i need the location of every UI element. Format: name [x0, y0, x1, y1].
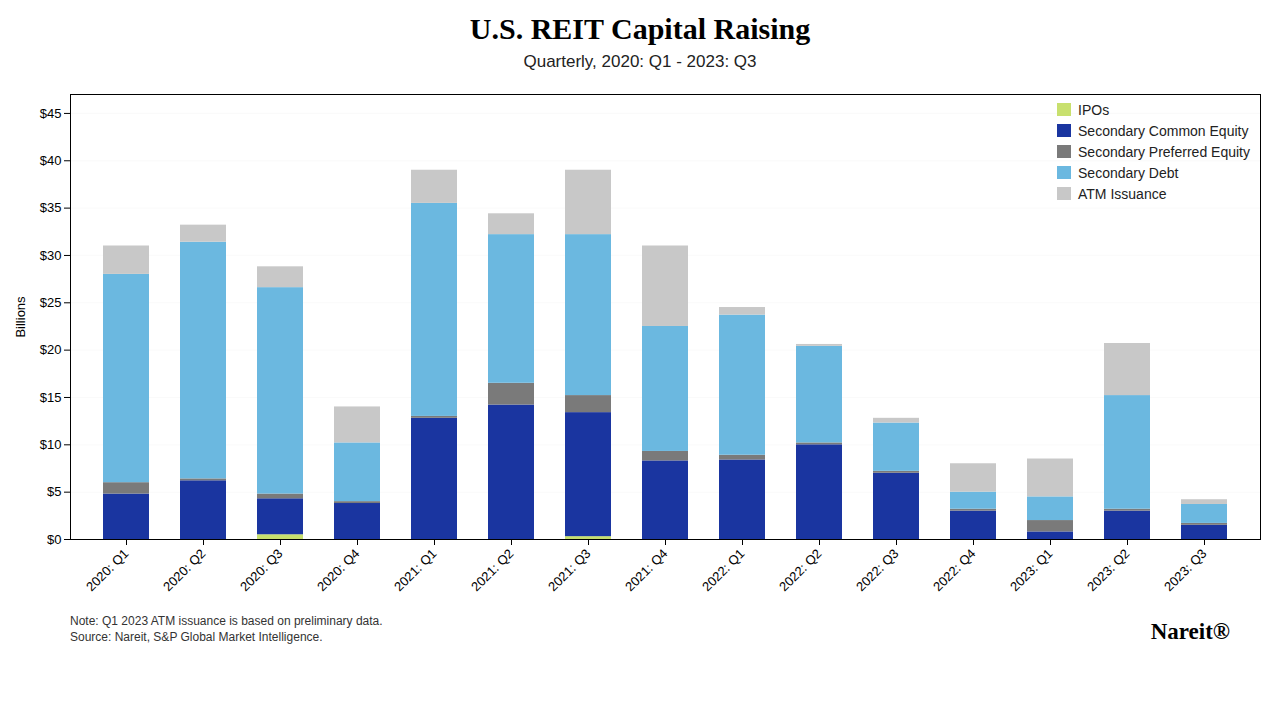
- html-text:Note: Q1 2023 ATM issuance is: Note: Q1 2023 ATM issuance is based on p…: [70, 613, 383, 645]
- svg-text:2020: Q4: 2020: Q4: [314, 545, 362, 593]
- html-text:Secondary Common Equity: Secondary Common Equity: [1078, 122, 1249, 139]
- svg-text:2022: Q1: 2022: Q1: [699, 545, 747, 593]
- html-text:ATM Issuance: ATM Issuance: [1078, 185, 1167, 202]
- svg-text:2021: Q3: 2021: Q3: [545, 545, 593, 593]
- svg-text:2022: Q2: 2022: Q2: [776, 545, 824, 593]
- html-text:Secondary Debt: Secondary Debt: [1078, 164, 1179, 181]
- svg-text:$30: $30: [40, 247, 62, 262]
- svg-text:$25: $25: [40, 295, 62, 310]
- svg-text:Billions: Billions: [13, 296, 28, 338]
- svg-text:2020: Q2: 2020: Q2: [160, 545, 208, 593]
- html-text:Nareit®: Nareit®: [1150, 618, 1230, 644]
- svg-text:2021: Q4: 2021: Q4: [622, 545, 670, 593]
- svg-text:2022: Q4: 2022: Q4: [930, 545, 978, 593]
- svg-text:$15: $15: [40, 389, 62, 404]
- html-text:Quarterly, 2020: Q1 - 2023: Q3: Quarterly, 2020: Q1 - 2023: Q3: [523, 51, 757, 71]
- svg-text:2023: Q2: 2023: Q2: [1084, 545, 1132, 593]
- svg-text:$0: $0: [47, 531, 61, 546]
- svg-text:2021: Q1: 2021: Q1: [391, 545, 439, 593]
- svg-text:2023: Q1: 2023: Q1: [1007, 545, 1055, 593]
- svg-text:2020: Q3: 2020: Q3: [237, 545, 285, 593]
- svg-text:$35: $35: [40, 200, 62, 215]
- svg-text:2023: Q3: 2023: Q3: [1161, 545, 1209, 593]
- html-text:IPOs: IPOs: [1078, 101, 1110, 118]
- svg-text:2021: Q2: 2021: Q2: [468, 545, 516, 593]
- svg-text:$10: $10: [40, 437, 62, 452]
- svg-text:$20: $20: [40, 342, 62, 357]
- svg-text:2022: Q3: 2022: Q3: [853, 545, 901, 593]
- svg-text:2020: Q1: 2020: Q1: [83, 545, 131, 593]
- svg-text:$45: $45: [40, 105, 62, 120]
- svg-text:$5: $5: [47, 484, 61, 499]
- html-text:Secondary Preferred Equity: Secondary Preferred Equity: [1078, 143, 1250, 160]
- svg-text:$40: $40: [40, 153, 62, 168]
- html-text:U.S. REIT Capital Raising: U.S. REIT Capital Raising: [469, 12, 811, 45]
